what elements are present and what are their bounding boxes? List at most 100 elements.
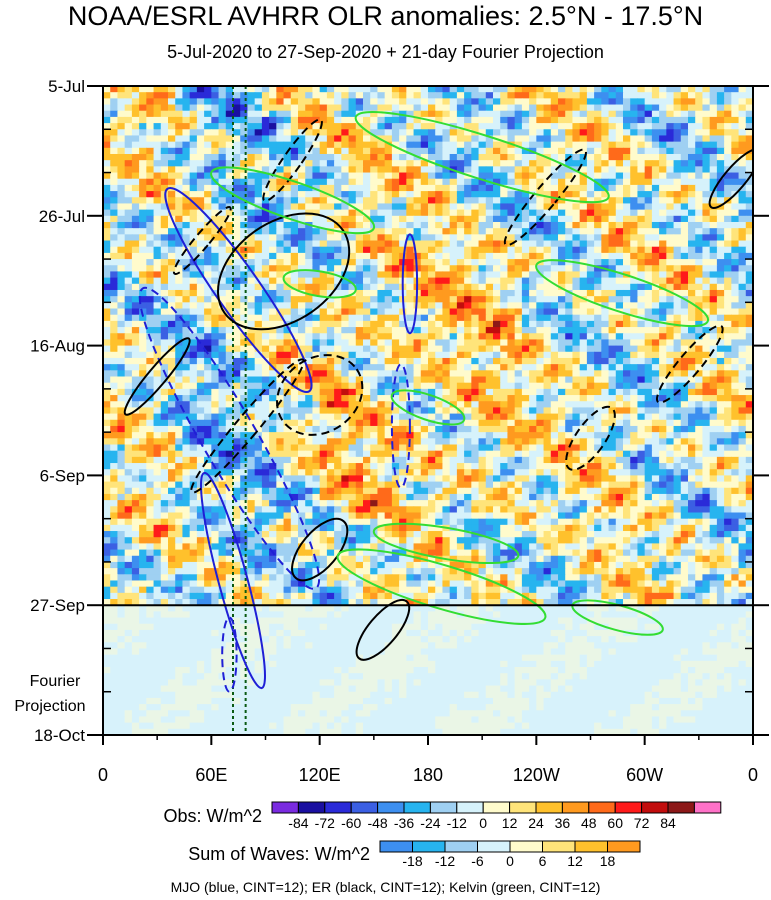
field-cell [514, 357, 523, 365]
field-cell [334, 351, 342, 359]
field-cell [319, 92, 328, 99]
field-cell [586, 166, 595, 174]
field-cell [326, 86, 335, 93]
field-cell [572, 209, 581, 217]
field-cell [644, 407, 653, 415]
field-cell [543, 228, 552, 235]
field-cell [565, 265, 574, 273]
field-cell [586, 289, 595, 297]
field-cell [464, 166, 472, 174]
field-cell [175, 221, 184, 229]
field-cell [500, 234, 509, 242]
field-cell [218, 178, 227, 186]
field-cell [254, 376, 263, 384]
field-cell [623, 308, 631, 316]
field-cell [529, 308, 537, 316]
field-cell [370, 289, 379, 297]
field-cell [709, 302, 718, 310]
field-cell [240, 178, 249, 186]
field-cell [204, 221, 212, 229]
field-cell [103, 376, 111, 384]
field-cell [608, 92, 617, 99]
field-cell [247, 351, 256, 359]
field-cell [139, 351, 147, 359]
field-cell [709, 296, 718, 303]
field-cell [442, 203, 451, 211]
field-cell [695, 92, 704, 99]
field-cell [146, 215, 155, 223]
field-cell [543, 252, 552, 260]
field-cell [601, 333, 610, 341]
field-cell [724, 370, 732, 378]
field-cell [724, 271, 732, 279]
field-cell [449, 129, 458, 137]
field-cell [456, 209, 465, 217]
field-cell [536, 289, 545, 297]
field-cell [594, 351, 602, 359]
field-cell [377, 166, 386, 174]
field-cell [601, 135, 610, 143]
field-cell [594, 320, 602, 328]
field-cell [724, 339, 732, 347]
field-cell [399, 166, 407, 174]
field-cell [377, 314, 386, 322]
field-cell [644, 203, 653, 211]
field-cell [716, 339, 725, 347]
field-cell [247, 265, 256, 273]
field-cell [680, 129, 689, 137]
field-cell [225, 364, 234, 371]
field-cell [334, 265, 342, 273]
field-cell [218, 172, 227, 180]
field-cell [623, 395, 631, 402]
field-cell [355, 425, 364, 433]
field-cell [478, 197, 487, 205]
field-cell [196, 116, 205, 124]
field-cell [189, 327, 198, 334]
field-cell [608, 382, 617, 390]
field-cell [579, 104, 588, 112]
field-cell [204, 345, 212, 353]
field-cell [471, 289, 480, 297]
field-cell [471, 370, 480, 378]
field-cell [196, 252, 205, 260]
field-cell [326, 246, 335, 254]
field-cell [673, 351, 682, 359]
field-cell [500, 271, 509, 279]
field-cell [493, 314, 501, 322]
field-cell [240, 116, 249, 124]
field-cell [529, 92, 537, 99]
field-cell [124, 413, 133, 421]
field-cell [218, 425, 227, 433]
field-cell [550, 172, 559, 180]
field-cell [724, 228, 732, 235]
field-cell [579, 86, 588, 93]
field-cell [428, 191, 436, 198]
field-cell [110, 252, 119, 260]
field-cell [139, 129, 147, 137]
field-cell [283, 345, 292, 353]
field-cell [139, 203, 147, 211]
field-cell [363, 246, 371, 254]
field-cell [153, 228, 162, 235]
field-cell [168, 364, 176, 371]
field-cell [399, 203, 407, 211]
field-cell [103, 382, 111, 390]
field-cell [659, 364, 667, 371]
field-cell [666, 178, 675, 186]
field-cell [240, 104, 249, 112]
field-cell [521, 351, 530, 359]
field-cell [716, 351, 725, 359]
field-cell [543, 92, 552, 99]
field-cell [384, 203, 393, 211]
field-cell [659, 388, 667, 396]
field-cell [131, 271, 140, 279]
field-cell [370, 259, 379, 266]
field-cell [276, 203, 285, 211]
field-cell [493, 289, 501, 297]
field-cell [456, 382, 465, 390]
field-cell [651, 203, 660, 211]
field-cell [485, 327, 494, 334]
field-cell [428, 104, 436, 112]
field-cell [536, 116, 545, 124]
field-cell [558, 234, 566, 242]
